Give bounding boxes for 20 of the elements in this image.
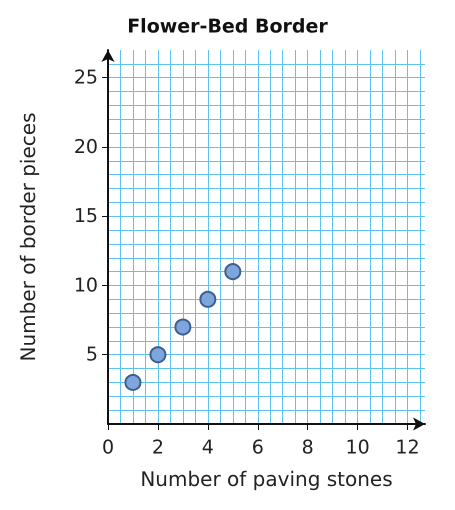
- x-axis-title: Number of paving stones: [140, 467, 393, 491]
- y-axis-title: Number of border pieces: [16, 112, 40, 362]
- x-tick-label: 12: [395, 436, 420, 458]
- point: [174, 318, 192, 336]
- x-tick-label: 6: [252, 436, 264, 458]
- point: [199, 290, 216, 308]
- y-tick-label: 25: [74, 66, 98, 89]
- x-tick-label: 10: [346, 436, 370, 458]
- y-tick-label: 20: [74, 136, 98, 158]
- point: [224, 263, 242, 280]
- chart-title: Flower-Bed Border: [127, 16, 328, 38]
- y-tick-label: 15: [74, 205, 98, 228]
- y-tick-label: 10: [74, 274, 98, 296]
- y-tick-label: 5: [86, 344, 98, 366]
- x-tick-label: 8: [302, 436, 314, 458]
- x-tick-label: 2: [152, 436, 164, 458]
- x-tick-label: 0: [102, 436, 114, 458]
- point: [124, 374, 142, 391]
- point: [149, 346, 166, 364]
- x-tick-label: 4: [202, 436, 214, 458]
